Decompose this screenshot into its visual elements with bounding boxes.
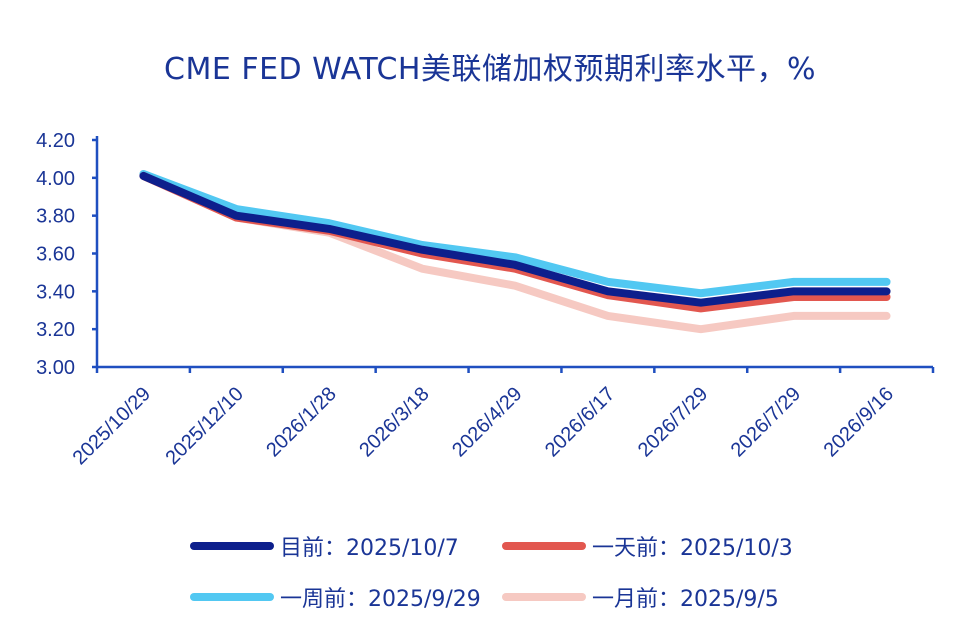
legend-swatch <box>502 593 586 601</box>
y-tick-label: 3.40 <box>36 281 75 303</box>
y-tick-label: 3.20 <box>36 319 75 341</box>
legend-item-one-day-ago: 一天前：2025/10/3 <box>502 530 793 562</box>
y-tick-label: 3.80 <box>36 206 75 228</box>
legend-swatch <box>502 542 586 550</box>
legend-item-one-week-ago: 一周前：2025/9/29 <box>190 581 481 613</box>
y-tick-label: 3.60 <box>36 244 75 266</box>
y-tick-label: 3.00 <box>36 357 75 379</box>
y-tick-label: 4.00 <box>36 168 75 190</box>
legend-label: 一周前：2025/9/29 <box>280 587 481 612</box>
chart-title: CME FED WATCH美联储加权预期利率水平，% <box>164 52 816 87</box>
y-tick-label: 4.20 <box>36 130 75 152</box>
legend-item-one-month-ago: 一月前：2025/9/5 <box>502 581 779 613</box>
legend-label: 一天前：2025/10/3 <box>592 536 793 561</box>
legend-label: 目前：2025/10/7 <box>280 536 459 561</box>
series-line <box>139 170 891 334</box>
x-tick-label: 2025/10/29 <box>69 383 155 469</box>
x-tick-label: 2026/6/17 <box>541 383 619 461</box>
legend-label: 一月前：2025/9/5 <box>592 587 779 612</box>
x-tick-label: 2025/12/10 <box>162 383 248 469</box>
series-line <box>139 171 891 307</box>
legend-item-current: 目前：2025/10/7 <box>190 530 459 562</box>
legend-swatch <box>190 593 274 601</box>
x-tick-label: 2026/9/16 <box>820 383 898 461</box>
x-tick-label: 2026/3/18 <box>355 383 433 461</box>
legend-swatch <box>190 542 274 550</box>
x-tick-label: 2026/4/29 <box>448 383 526 461</box>
series-line <box>139 170 891 298</box>
x-tick-label: 2026/1/28 <box>262 383 340 461</box>
x-tick-label: 2026/7/29 <box>727 383 805 461</box>
x-tick-label: 2026/7/29 <box>634 383 712 461</box>
